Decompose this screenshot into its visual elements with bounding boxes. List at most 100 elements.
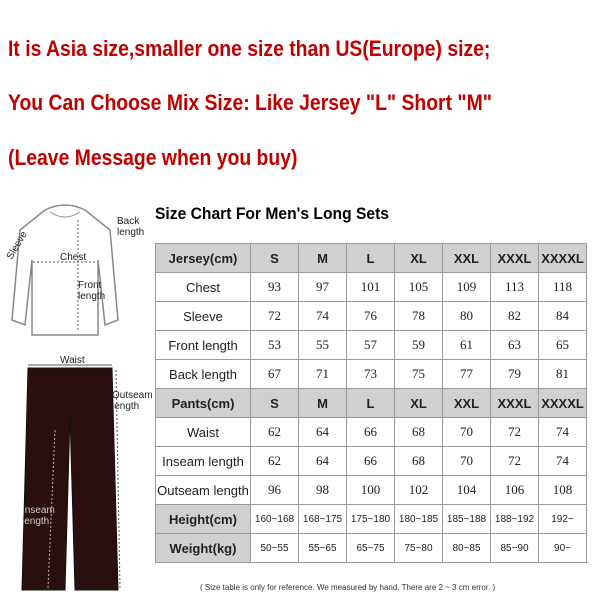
row-label: Pants(cm) [155,388,251,418]
table-cell: 77 [442,359,491,389]
table-cell: 106 [490,475,539,505]
table-cell: 66 [346,446,395,476]
table-cell: L [346,388,395,418]
row-label: Chest [155,272,251,302]
table-cell: 61 [442,330,491,360]
table-cell: 68 [394,446,443,476]
table-cell: 55~65 [298,533,347,563]
table-cell: 65 [538,330,587,360]
table-cell: XL [394,388,443,418]
row-label: Waist [155,417,251,447]
table-cell: 81 [538,359,587,389]
table-row: Waist 62 64 66 68 70 72 74 [155,417,587,447]
table-cell: XXXXL [538,243,587,273]
table-row: Back length 67 71 73 75 77 79 81 [155,359,587,389]
table-cell: 67 [250,359,299,389]
table-cell: 90~ [538,533,587,563]
table-cell: 85~90 [490,533,539,563]
table-cell: 53 [250,330,299,360]
table-cell: M [298,243,347,273]
table-cell: M [298,388,347,418]
table-cell: 100 [346,475,395,505]
table-cell: 80 [442,301,491,331]
table-cell: 50~55 [250,533,299,563]
table-cell: 108 [538,475,587,505]
table-cell: 70 [442,417,491,447]
table-row: Chest 93 97 101 105 109 113 118 [155,272,587,302]
table-cell: 101 [346,272,395,302]
table-cell: 71 [298,359,347,389]
header-line: You Can Choose Mix Size: Like Jersey "L"… [8,90,492,115]
table-cell: 75 [394,359,443,389]
table-cell: 80~85 [442,533,491,563]
table-cell: 64 [298,446,347,476]
table-cell: XXXL [490,243,539,273]
table-row: Inseam length 62 64 66 68 70 72 74 [155,446,587,476]
table-cell: 62 [250,417,299,447]
table-cell: XXXXL [538,388,587,418]
table-cell: 63 [490,330,539,360]
table-cell: 175~180 [346,504,395,534]
table-cell: 192~ [538,504,587,534]
table-cell: 55 [298,330,347,360]
row-label: Jersey(cm) [155,243,251,273]
table-cell: 96 [250,475,299,505]
table-cell: 97 [298,272,347,302]
row-label: Height(cm) [155,504,251,534]
table-cell: 105 [394,272,443,302]
table-cell: 74 [298,301,347,331]
row-label: Front length [155,330,251,360]
diagram-label: Waist [60,355,85,366]
table-cell: 62 [250,446,299,476]
table-cell: XXXL [490,388,539,418]
table-cell: 66 [346,417,395,447]
table-cell: 79 [490,359,539,389]
table-cell: 73 [346,359,395,389]
table-row: Height(cm) 160~168 168~175 175~180 180~185 18… [155,504,587,534]
table-cell: 82 [490,301,539,331]
header-line: It is Asia size,smaller one size than US… [8,36,491,61]
header-line: (Leave Message when you buy) [8,145,298,170]
table-row: Outseam length 96 98 100 102 104 106 108 [155,475,587,505]
row-label: Outseam length [155,475,251,505]
size-table: Jersey(cm) S M L XL XXL XXXL XXXXL Chest 93 97 101 1… [155,243,587,563]
table-cell: 109 [442,272,491,302]
row-label: Sleeve [155,301,251,331]
table-row: Sleeve 72 74 76 78 80 82 84 [155,301,587,331]
table-cell: S [250,388,299,418]
table-cell: 70 [442,446,491,476]
diagram-label: Inseam length [22,505,55,527]
footnote: ( Size table is only for reference. We m… [200,583,496,592]
table-cell: 78 [394,301,443,331]
table-cell: 76 [346,301,395,331]
table-cell: 185~188 [442,504,491,534]
table-cell: 118 [538,272,587,302]
table-cell: 64 [298,417,347,447]
table-row: Weight(kg) 50~55 55~65 65~75 75~80 80~85 85~90… [155,533,587,563]
table-cell: 59 [394,330,443,360]
table-cell: 84 [538,301,587,331]
table-cell: 72 [490,417,539,447]
table-cell: 74 [538,417,587,447]
table-cell: 57 [346,330,395,360]
table-cell: 75~80 [394,533,443,563]
table-title: Size Chart For Men's Long Sets [155,204,390,223]
table-row: Jersey(cm) S M L XL XXL XXXL XXXXL [155,243,587,273]
table-cell: 65~75 [346,533,395,563]
row-label: Back length [155,359,251,389]
table-cell: 180~185 [394,504,443,534]
table-cell: 68 [394,417,443,447]
table-cell: XXL [442,388,491,418]
table-cell: 113 [490,272,539,302]
table-cell: 74 [538,446,587,476]
table-cell: 102 [394,475,443,505]
garment-diagram [11,204,121,591]
table-cell: 160~168 [250,504,299,534]
diagram-label: Outseam length [112,390,153,412]
table-cell: 188~192 [490,504,539,534]
table-row: Pants(cm) S M L XL XXL XXXL XXXXL [155,388,587,418]
diagram-label: Chest [60,252,87,263]
table-cell: 93 [250,272,299,302]
diagram-label: Front length [78,280,106,302]
